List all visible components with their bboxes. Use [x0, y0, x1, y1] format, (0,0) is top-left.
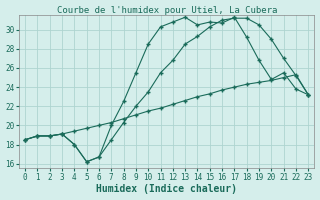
X-axis label: Humidex (Indice chaleur): Humidex (Indice chaleur)	[96, 184, 237, 194]
Title: Courbe de l'humidex pour Utiel, La Cubera: Courbe de l'humidex pour Utiel, La Cuber…	[57, 6, 277, 15]
